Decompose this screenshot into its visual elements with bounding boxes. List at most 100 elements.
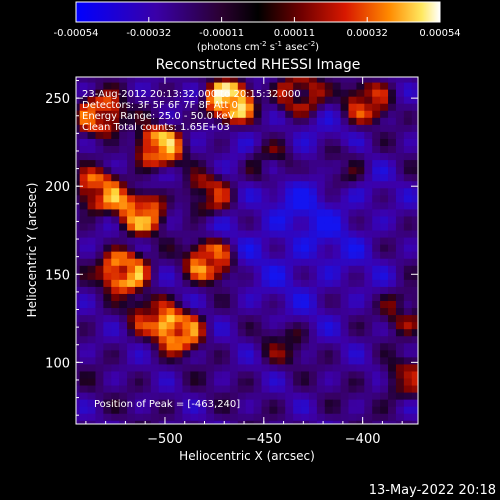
heatmap-cell: [340, 342, 350, 351]
heatmap-cell: [79, 89, 89, 97]
heatmap-cell: [356, 166, 365, 175]
heatmap-cell: [388, 377, 397, 386]
heatmap-cell: [324, 187, 334, 196]
heatmap-cell: [206, 384, 215, 393]
heatmap-cell: [316, 208, 326, 217]
heatmap-cell: [143, 68, 152, 76]
heatmap-cell: [340, 103, 350, 111]
heatmap-cell: [348, 110, 358, 118]
heatmap-cell: [79, 307, 89, 316]
heatmap-cell: [166, 138, 176, 146]
heatmap-cell: [103, 356, 112, 365]
heatmap-cell: [103, 335, 112, 344]
heatmap-cell: [388, 187, 397, 196]
heatmap-cell: [395, 89, 405, 97]
heatmap-cell: [158, 391, 168, 400]
heatmap-cell: [214, 180, 223, 189]
heatmap-cell: [190, 399, 199, 407]
heatmap-cell: [119, 117, 128, 125]
heatmap-cell: [245, 229, 255, 238]
heatmap-cell: [293, 370, 302, 379]
heatmap-cell: [76, 300, 81, 309]
heatmap-cell: [420, 279, 429, 287]
heatmap-cell: [150, 244, 160, 252]
heatmap-cell: [372, 215, 381, 224]
heatmap-cell: [214, 342, 223, 351]
heatmap-cell: [119, 356, 128, 365]
heatmap-cell: [411, 321, 418, 330]
heatmap-cell: [285, 103, 294, 111]
heatmap-cell: [111, 406, 120, 414]
heatmap-cell: [380, 370, 389, 379]
heatmap-cell: [237, 194, 247, 203]
heatmap-cell: [229, 342, 239, 351]
heatmap-cell: [214, 103, 223, 111]
heatmap-cell: [420, 293, 429, 301]
heatmap-cell: [245, 166, 255, 175]
heatmap-cell: [237, 399, 247, 407]
heatmap-cell: [277, 307, 286, 316]
heatmap-cell: [229, 399, 239, 407]
heatmap-cell: [190, 138, 199, 146]
heatmap-cell: [95, 159, 104, 168]
heatmap-cell: [324, 201, 334, 210]
heatmap-cell: [111, 229, 120, 238]
heatmap-cell: [348, 251, 358, 259]
heatmap-cell: [87, 201, 97, 210]
heatmap-cell: [269, 208, 278, 217]
heatmap-cell: [174, 314, 184, 323]
heatmap-cell: [198, 272, 207, 280]
heatmap-cell: [214, 293, 223, 302]
heatmap-cell: [356, 279, 365, 287]
heatmap-cell: [269, 293, 278, 302]
heatmap-cell: [301, 173, 310, 182]
heatmap-cell: [308, 279, 318, 287]
heatmap-cell: [158, 293, 168, 302]
heatmap-cell: [135, 131, 144, 139]
heatmap-cell: [190, 201, 199, 210]
heatmap-cell: [87, 187, 97, 196]
heatmap-cell: [348, 81, 358, 90]
heatmap-cell: [245, 77, 255, 83]
heatmap-cell: [340, 152, 350, 161]
heatmap-cell: [411, 356, 418, 365]
heatmap-cell: [76, 89, 81, 97]
heatmap-cell: [237, 314, 247, 323]
heatmap-cell: [135, 138, 144, 146]
heatmap-cell: [340, 399, 350, 407]
heatmap-cell: [214, 286, 223, 294]
heatmap-cell: [301, 236, 310, 245]
heatmap-cell: [356, 377, 365, 386]
heatmap-cell: [253, 413, 263, 421]
heatmap-cell: [87, 81, 97, 90]
heatmap-cell: [214, 321, 223, 330]
heatmap-cell: [79, 300, 89, 309]
heatmap-cell: [388, 321, 397, 330]
heatmap-cell: [127, 145, 136, 154]
heatmap-cell: [293, 173, 302, 182]
heatmap-cell: [316, 124, 326, 132]
heatmap-cell: [293, 356, 302, 365]
heatmap-cell: [127, 356, 136, 365]
heatmap-cell: [174, 265, 184, 273]
heatmap-cell: [245, 363, 255, 372]
heatmap-cell: [198, 81, 207, 90]
heatmap-cell: [198, 342, 207, 351]
heatmap-cell: [87, 335, 97, 344]
heatmap-cell: [79, 377, 89, 386]
heatmap-cell: [293, 272, 302, 280]
heatmap-cell: [380, 335, 389, 344]
heatmap-cell: [261, 406, 271, 414]
heatmap-cell: [269, 349, 278, 358]
heatmap-cell: [411, 103, 418, 111]
heatmap-cell: [103, 384, 112, 393]
heatmap-cell: [103, 77, 112, 83]
heatmap-cell: [150, 138, 160, 146]
heatmap-cell: [285, 363, 294, 372]
heatmap-cell: [285, 180, 294, 189]
heatmap-cell: [237, 251, 247, 259]
heatmap-cell: [150, 286, 160, 294]
heatmap-cell: [316, 399, 326, 407]
heatmap-cell: [395, 384, 405, 393]
